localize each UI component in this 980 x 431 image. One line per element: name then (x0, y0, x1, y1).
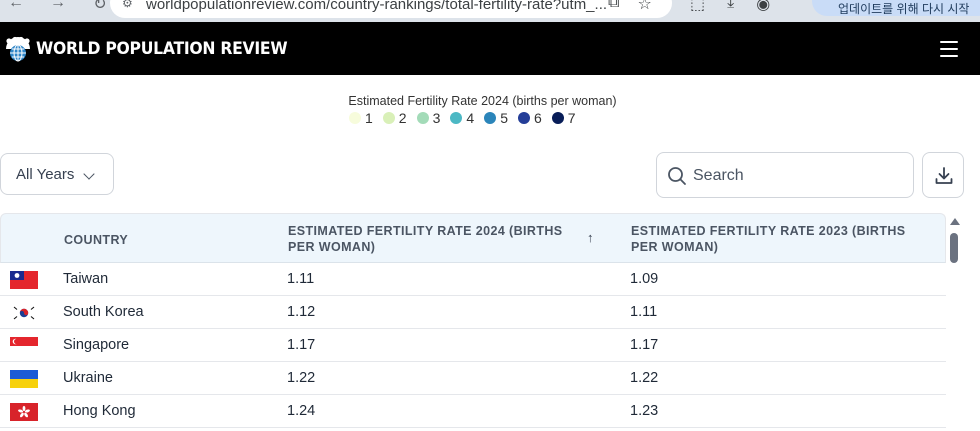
browser-toolbar: ← → ↻ ⚙ worldpopulationreview.com/countr… (0, 0, 980, 22)
legend-item-label: 6 (533, 110, 542, 126)
legend-item-label: 2 (398, 110, 407, 126)
legend-color-dot (382, 112, 395, 124)
ukraine-flag-icon (10, 370, 38, 388)
south-korea-flag-icon (10, 304, 38, 322)
chevron-down-icon (83, 168, 95, 180)
site-info-icon[interactable]: ⚙ (122, 0, 133, 10)
update-restart-button[interactable]: 업데이트를 위해 다시 시작 (812, 0, 980, 16)
legend-item: 2 (382, 110, 407, 126)
table-row[interactable]: Ukraine 1.22 1.22 (0, 362, 946, 395)
translate-icon[interactable]: ⧉ (608, 0, 620, 11)
address-bar-actions: ⧉ ☆ (608, 0, 652, 14)
years-dropdown-value: All Years (16, 166, 75, 183)
taiwan-flag-icon (10, 271, 38, 289)
column-header-rate-2024-line2: PER WOMAN) (288, 240, 376, 254)
hamburger-menu-icon[interactable] (940, 41, 958, 57)
column-header-rate-2023[interactable]: ESTIMATED FERTILITY RATE 2023 (BIRTHS PE… (631, 223, 931, 255)
legend-color-dot (517, 112, 530, 124)
search-icon (668, 167, 686, 185)
download-button[interactable] (922, 152, 964, 198)
column-header-rate-2024-line1: ESTIMATED FERTILITY RATE 2024 (BIRTHS (288, 224, 563, 238)
legend-item-label: 7 (567, 110, 576, 126)
legend-item-label: 3 (432, 110, 441, 126)
singapore-flag-icon (10, 337, 38, 355)
legend-item: 6 (517, 110, 542, 126)
scroll-up-arrow-icon[interactable] (950, 218, 960, 225)
legend: 1 2 3 4 5 6 7 (349, 110, 576, 126)
rate-2024-value: 1.11 (287, 271, 315, 287)
legend-color-dot (551, 112, 564, 124)
rate-2024-value: 1.24 (287, 403, 316, 419)
site-logo-text: WORLD POPULATION REVIEW (36, 39, 288, 59)
download-icon (935, 167, 953, 184)
reload-icon[interactable]: ↻ (93, 0, 107, 13)
bookmark-star-icon[interactable]: ☆ (637, 0, 652, 13)
update-restart-label: 업데이트를 위해 다시 시작 (838, 2, 970, 16)
country-name[interactable]: Taiwan (63, 271, 109, 287)
legend-item-label: 1 (365, 110, 373, 126)
address-bar-url: worldpopulationreview.com/country-rankin… (146, 0, 608, 13)
column-header-rate-2023-line1: ESTIMATED FERTILITY RATE 2023 (BIRTHS (631, 224, 906, 238)
fertility-table: COUNTRY ESTIMATED FERTILITY RATE 2024 (B… (0, 213, 948, 431)
legend-color-dot (450, 112, 463, 124)
column-header-rate-2023-line2: PER WOMAN) (631, 240, 719, 254)
search-input[interactable] (693, 163, 903, 189)
scrollbar-thumb[interactable] (950, 233, 958, 263)
profile-icon[interactable]: ◉ (756, 0, 771, 13)
table-scrollbar[interactable] (948, 213, 962, 431)
legend-title: Estimated Fertility Rate 2024 (births pe… (348, 94, 617, 108)
legend-color-dot (349, 112, 361, 124)
legend-item: 1 (349, 110, 373, 126)
rate-2024-value: 1.17 (287, 337, 316, 353)
rate-2024-value: 1.12 (287, 304, 316, 320)
country-name[interactable]: Ukraine (63, 370, 113, 386)
hong-kong-flag-icon (10, 403, 38, 421)
search-box (656, 152, 914, 198)
legend-item: 5 (484, 110, 508, 126)
legend-item: 7 (551, 110, 576, 126)
site-header: WORLD POPULATION REVIEW (0, 22, 980, 75)
legend-color-dot (416, 112, 429, 124)
column-header-country[interactable]: COUNTRY (64, 233, 129, 247)
legend-item-label: 4 (466, 110, 475, 126)
legend-item-label: 5 (500, 110, 508, 126)
table-row[interactable]: Taiwan 1.11 1.09 (0, 263, 946, 296)
years-dropdown[interactable]: All Years (0, 153, 114, 195)
site-logo[interactable]: WORLD POPULATION REVIEW (4, 36, 309, 62)
rate-2023-value: 1.17 (630, 337, 659, 353)
table-row[interactable]: South Korea 1.12 1.11 (0, 296, 946, 329)
rate-2024-value: 1.22 (287, 370, 316, 386)
back-icon[interactable]: ← (8, 0, 24, 11)
legend-item: 4 (450, 110, 474, 126)
table-row[interactable]: Singapore 1.17 1.17 (0, 329, 946, 362)
legend-color-dot (484, 112, 497, 124)
country-name[interactable]: Hong Kong (63, 403, 136, 419)
rate-2023-value: 1.09 (630, 271, 659, 287)
table-header: COUNTRY ESTIMATED FERTILITY RATE 2024 (B… (0, 213, 946, 263)
browser-download-icon[interactable]: ⤓ (727, 0, 735, 11)
rate-2023-value: 1.22 (630, 370, 659, 386)
globe-people-icon (6, 36, 30, 62)
sort-ascending-icon[interactable]: ↑ (587, 230, 594, 245)
browser-actions: ⬚ ⤓ ◉ (690, 0, 770, 14)
rate-2023-value: 1.23 (630, 403, 659, 419)
country-name[interactable]: Singapore (63, 337, 130, 353)
address-bar[interactable]: ⚙ worldpopulationreview.com/country-rank… (110, 0, 672, 18)
column-header-rate-2024[interactable]: ESTIMATED FERTILITY RATE 2024 (BIRTHS PE… (288, 223, 578, 255)
extensions-icon[interactable]: ⬚ (690, 0, 706, 13)
table-row[interactable]: Hong Kong 1.24 1.23 (0, 395, 946, 428)
country-name[interactable]: South Korea (63, 304, 144, 320)
rate-2023-value: 1.11 (630, 304, 658, 320)
legend-item: 3 (416, 110, 441, 126)
browser-nav: ← → ↻ (6, 0, 110, 14)
forward-icon[interactable]: → (50, 0, 66, 11)
